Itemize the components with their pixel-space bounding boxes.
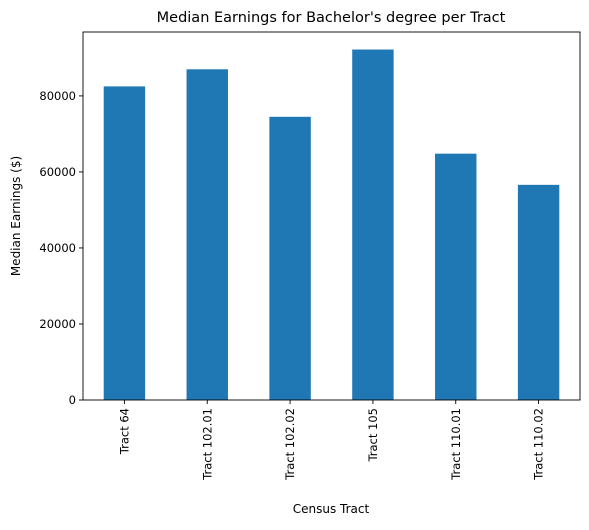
chart-title: Median Earnings for Bachelor's degree pe… [157, 10, 506, 26]
y-axis: 0 20000 40000 60000 80000 [39, 89, 83, 407]
bar [352, 49, 394, 401]
x-tick-label: Tract 105 [366, 408, 380, 463]
y-tick-label: 40000 [39, 241, 76, 255]
bar [517, 184, 560, 400]
x-tick-label: Tract 110.01 [449, 408, 463, 481]
x-axis: Tract 64 Tract 102.01 Tract 102.02 Tract 10… [117, 400, 546, 481]
bar [435, 153, 477, 400]
bar [103, 86, 146, 401]
x-tick-label: Tract 102.01 [200, 408, 214, 481]
x-axis-label: Census Tract [293, 502, 370, 516]
y-tick-label: 0 [69, 393, 76, 407]
bar [186, 69, 228, 401]
bar [269, 116, 311, 400]
x-tick-label: Tract 64 [117, 408, 131, 455]
x-tick-label: Tract 110.02 [532, 408, 546, 481]
x-tick-label: Tract 102.02 [283, 408, 297, 481]
y-tick-label: 60000 [39, 165, 76, 179]
y-tick-label: 20000 [39, 317, 76, 331]
plot-frame [82, 31, 581, 401]
y-tick-label: 80000 [39, 89, 76, 103]
y-axis-label: Median Earnings ($) [9, 156, 23, 276]
bars [103, 49, 560, 401]
